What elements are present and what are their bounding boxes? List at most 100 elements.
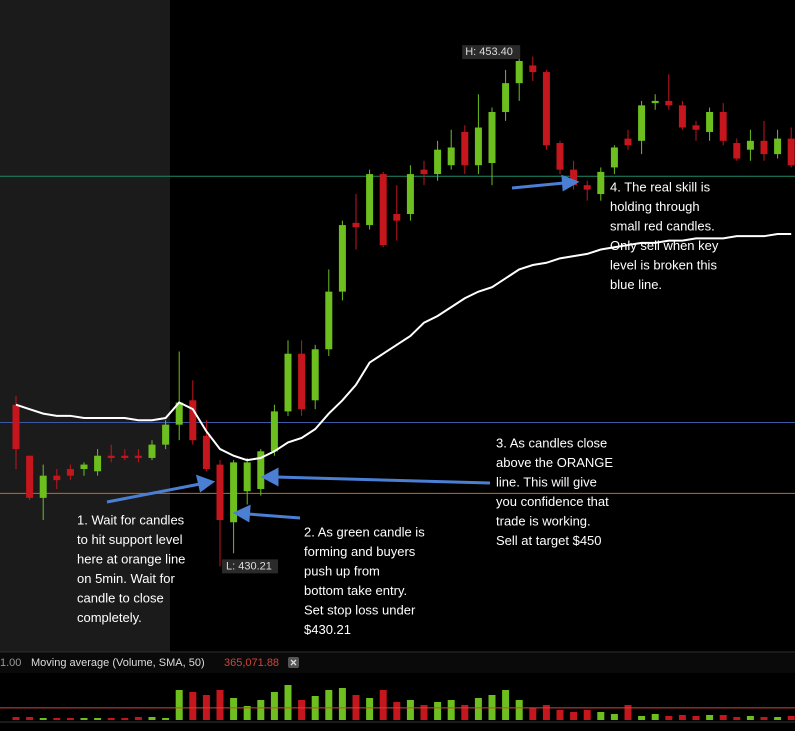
volume-header xyxy=(0,653,795,673)
volume-bar xyxy=(746,716,754,720)
volume-bar xyxy=(447,700,455,720)
volume-ma-value: 365,071.88 xyxy=(224,657,279,669)
annotation-line: candle to close xyxy=(77,590,164,605)
candle-body xyxy=(787,138,795,166)
volume-bar xyxy=(529,708,537,720)
annotation-line: here at orange line xyxy=(77,551,185,566)
volume-bar xyxy=(393,702,401,720)
volume-bar xyxy=(665,716,673,720)
volume-bar xyxy=(94,718,102,720)
volume-bar xyxy=(230,698,238,720)
candle-body xyxy=(488,111,496,163)
volume-bar xyxy=(760,717,768,720)
candle-body xyxy=(257,451,265,489)
arrow xyxy=(106,482,201,504)
close-icon-x[interactable] xyxy=(290,659,297,666)
volume-bar xyxy=(542,705,550,720)
volume-title: Moving average (Volume, SMA, 50) xyxy=(31,657,205,669)
candle-body xyxy=(774,138,782,155)
annotation-line: $430.21 xyxy=(304,622,351,637)
annotation-line: 3. As candles close xyxy=(496,435,607,450)
volume-bar xyxy=(434,702,442,720)
volume-bar xyxy=(624,705,632,720)
candle-body xyxy=(474,127,482,166)
volume-bar xyxy=(515,700,523,720)
annotation-line: completely. xyxy=(77,610,142,625)
volume-bar xyxy=(570,712,578,720)
annotation-line: 1. Wait for candles xyxy=(77,512,185,527)
candle-body xyxy=(515,60,523,84)
candle-body xyxy=(298,353,306,410)
volume-bar xyxy=(379,690,387,720)
close-icon[interactable] xyxy=(288,657,299,668)
low-label: L: 430.21 xyxy=(226,560,272,572)
annotation-line: to hit support level xyxy=(77,532,183,547)
arrow-head xyxy=(561,174,580,192)
volume-bar xyxy=(610,714,618,720)
annotation-line: Set stop loss under xyxy=(304,602,416,617)
volume-bar xyxy=(787,716,795,720)
volume-bar xyxy=(325,690,333,720)
annotation-line: bottom take entry. xyxy=(304,583,407,598)
candle-body xyxy=(556,143,564,170)
high-label-box xyxy=(462,45,521,60)
volume-bar xyxy=(420,705,428,720)
moving-average-line xyxy=(15,232,792,462)
annotation-line: trade is working. xyxy=(496,513,591,528)
candle-body xyxy=(107,455,115,458)
candle-body xyxy=(502,83,510,112)
candle-body xyxy=(692,125,700,130)
candle-body xyxy=(270,411,278,452)
volume-bar xyxy=(189,692,197,720)
annotation-line: line. This will give xyxy=(496,474,597,489)
volume-bar xyxy=(162,718,170,720)
candle-body xyxy=(311,349,319,401)
candle-body xyxy=(352,222,360,228)
arrow-head xyxy=(195,474,216,493)
candle-body xyxy=(121,455,129,458)
volume-bar xyxy=(638,716,646,720)
annotation-line: Sell at target $450 xyxy=(496,533,602,548)
candle-body xyxy=(760,140,768,155)
candle-body xyxy=(230,462,238,523)
candle-body xyxy=(148,444,156,458)
candle-body xyxy=(134,455,142,458)
volume-bar xyxy=(597,712,605,720)
candle-body xyxy=(461,131,469,166)
candle-body xyxy=(651,100,659,104)
volume-bar xyxy=(257,700,265,720)
arrow xyxy=(247,512,301,520)
annotation-line: small red candles. xyxy=(610,218,715,233)
candle-body xyxy=(26,455,34,498)
arrow-head xyxy=(260,467,279,487)
candle-body xyxy=(529,65,537,73)
premarket-shade xyxy=(0,0,170,652)
volume-bar xyxy=(66,718,74,720)
volume-left-value: 1.00 xyxy=(0,657,21,669)
annotation-line: 2. As green candle is xyxy=(304,524,425,539)
volume-bar xyxy=(583,710,591,720)
candle-body xyxy=(338,225,346,292)
candle-body xyxy=(678,105,686,128)
arrow xyxy=(275,475,491,485)
candle-body xyxy=(80,464,88,470)
candle-body xyxy=(94,455,102,472)
candle-body xyxy=(638,105,646,141)
arrow xyxy=(511,181,565,190)
annotation-line: blue line. xyxy=(610,277,662,292)
volume-bar xyxy=(121,718,129,720)
volume-bar xyxy=(26,717,34,720)
volume-bar xyxy=(461,705,469,720)
volume-bar xyxy=(556,710,564,720)
volume-bar xyxy=(148,717,156,720)
candle-body xyxy=(434,149,442,175)
candle-body xyxy=(202,435,210,470)
candle-body xyxy=(12,404,20,450)
volume-bar xyxy=(80,718,88,720)
volume-bar xyxy=(107,718,115,720)
candle-body xyxy=(597,171,605,195)
volume-bar xyxy=(651,714,659,720)
arrows xyxy=(106,174,580,523)
candle-body xyxy=(39,475,47,498)
